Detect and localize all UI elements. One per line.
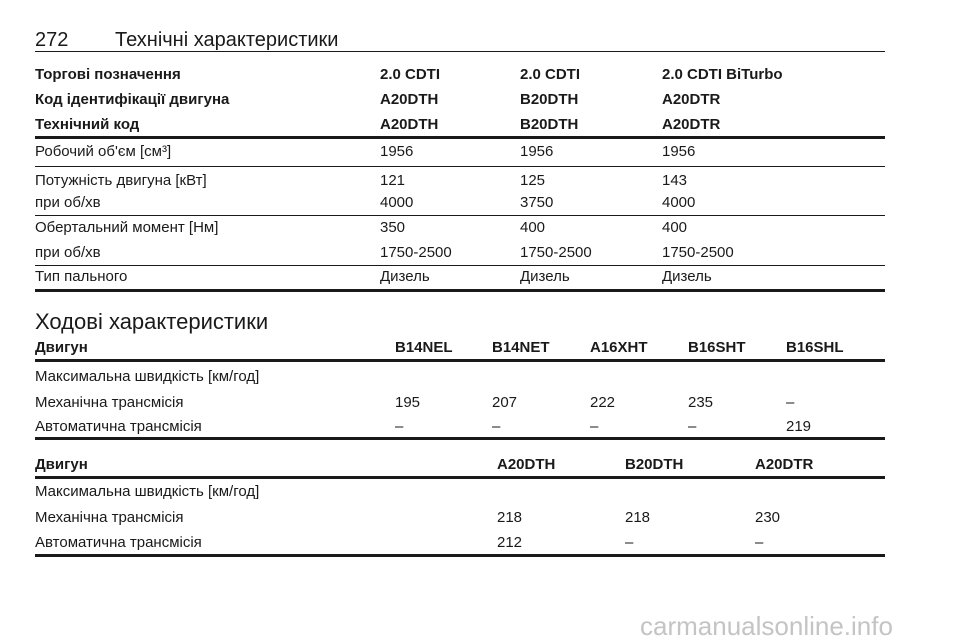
rule bbox=[35, 264, 885, 266]
rule bbox=[35, 50, 885, 52]
cell: 400 bbox=[520, 219, 546, 236]
cell: 195 bbox=[395, 394, 421, 411]
row-header: Торгові позначення bbox=[35, 66, 181, 83]
column-header: 2.0 CDTI bbox=[520, 66, 581, 83]
column-header: A20DTH bbox=[380, 91, 439, 108]
page-title: Технічні характеристики bbox=[115, 29, 339, 51]
rule bbox=[35, 553, 885, 557]
cell: 218 bbox=[625, 509, 651, 526]
column-header: A20DTR bbox=[662, 91, 721, 108]
cell: 1750-2500 bbox=[520, 244, 592, 261]
row-label: Максимальна швидкість [км/год] bbox=[35, 483, 260, 500]
cell: 1750-2500 bbox=[662, 244, 734, 261]
cell: Дизель bbox=[662, 268, 712, 285]
rule bbox=[35, 214, 885, 216]
row-label: Механічна трансмісія bbox=[35, 509, 184, 526]
rule bbox=[35, 358, 885, 362]
column-header: B20DTH bbox=[625, 456, 684, 473]
cell: – bbox=[755, 534, 764, 551]
cell: 222 bbox=[590, 394, 616, 411]
row-label: Механічна трансмісія bbox=[35, 394, 184, 411]
column-header: Двигун bbox=[35, 456, 88, 473]
cell: 207 bbox=[492, 394, 518, 411]
column-header: B16SHL bbox=[786, 339, 844, 356]
rule bbox=[35, 135, 885, 139]
cell: Дизель bbox=[380, 268, 430, 285]
cell: 4000 bbox=[380, 194, 414, 211]
cell: – bbox=[492, 418, 501, 435]
cell: – bbox=[625, 534, 634, 551]
cell: 230 bbox=[755, 509, 781, 526]
cell: 235 bbox=[688, 394, 714, 411]
column-header: B20DTH bbox=[520, 91, 579, 108]
column-header: B20DTH bbox=[520, 116, 579, 133]
cell: – bbox=[786, 394, 795, 411]
cell: 350 bbox=[380, 219, 406, 236]
rule bbox=[35, 288, 885, 292]
cell: 212 bbox=[497, 534, 523, 551]
column-header: A20DTH bbox=[380, 116, 439, 133]
row-header: Код ідентифікації двигуна bbox=[35, 91, 230, 108]
column-header: B14NET bbox=[492, 339, 550, 356]
row-label: Обертальний момент [Нм] bbox=[35, 219, 219, 236]
cell: 400 bbox=[662, 219, 688, 236]
cell: 125 bbox=[520, 172, 546, 189]
column-header: A16XHT bbox=[590, 339, 648, 356]
row-label: Максимальна швидкість [км/год] bbox=[35, 368, 260, 385]
column-header: A20DTR bbox=[755, 456, 814, 473]
row-label: при об/хв bbox=[35, 194, 101, 211]
cell: 121 bbox=[380, 172, 406, 189]
column-header: B14NEL bbox=[395, 339, 453, 356]
cell: 3750 bbox=[520, 194, 554, 211]
column-header: 2.0 CDTI BiTurbo bbox=[662, 66, 783, 83]
watermark: carmanualsonline.info bbox=[640, 611, 893, 641]
cell: 1956 bbox=[520, 143, 554, 160]
row-label: Робочий об'єм [см³] bbox=[35, 143, 172, 160]
cell: 143 bbox=[662, 172, 688, 189]
cell: Дизель bbox=[520, 268, 570, 285]
cell: 218 bbox=[497, 509, 523, 526]
rule bbox=[35, 436, 885, 440]
cell: – bbox=[395, 418, 404, 435]
column-header: Двигун bbox=[35, 339, 88, 356]
column-header: A20DTR bbox=[662, 116, 721, 133]
cell: 219 bbox=[786, 418, 812, 435]
rule bbox=[35, 475, 885, 479]
row-label: Потужність двигуна [кВт] bbox=[35, 172, 207, 189]
section-title: Ходові характеристики bbox=[35, 309, 269, 334]
rule bbox=[35, 165, 885, 167]
row-label: Тип пального bbox=[35, 268, 128, 285]
page-number: 272 bbox=[35, 29, 69, 51]
column-header: A20DTH bbox=[497, 456, 556, 473]
cell: 4000 bbox=[662, 194, 696, 211]
column-header: B16SHT bbox=[688, 339, 746, 356]
row-label: при об/хв bbox=[35, 244, 101, 261]
cell: 1956 bbox=[380, 143, 414, 160]
cell: 1956 bbox=[662, 143, 696, 160]
row-label: Автоматична трансмісія bbox=[35, 418, 202, 435]
cell: – bbox=[590, 418, 599, 435]
cell: – bbox=[688, 418, 697, 435]
column-header: 2.0 CDTI bbox=[380, 66, 441, 83]
row-header: Технічний код bbox=[35, 116, 140, 133]
cell: 1750-2500 bbox=[380, 244, 452, 261]
row-label: Автоматична трансмісія bbox=[35, 534, 202, 551]
